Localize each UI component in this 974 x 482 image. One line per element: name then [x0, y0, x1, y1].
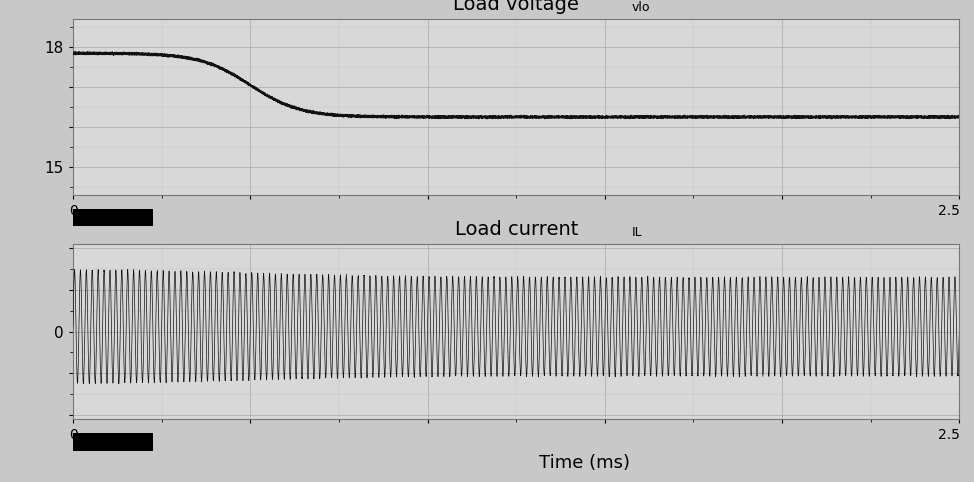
Text: 0: 0: [69, 203, 77, 217]
Text: 0: 0: [69, 428, 77, 442]
Text: Load current: Load current: [455, 220, 578, 239]
Text: Load voltage: Load voltage: [453, 0, 580, 14]
Text: IL: IL: [631, 226, 642, 239]
Text: Time (ms): Time (ms): [539, 455, 630, 472]
Text: 2.5: 2.5: [938, 203, 959, 217]
Text: vlo: vlo: [631, 1, 650, 14]
Text: 2.5: 2.5: [938, 428, 959, 442]
